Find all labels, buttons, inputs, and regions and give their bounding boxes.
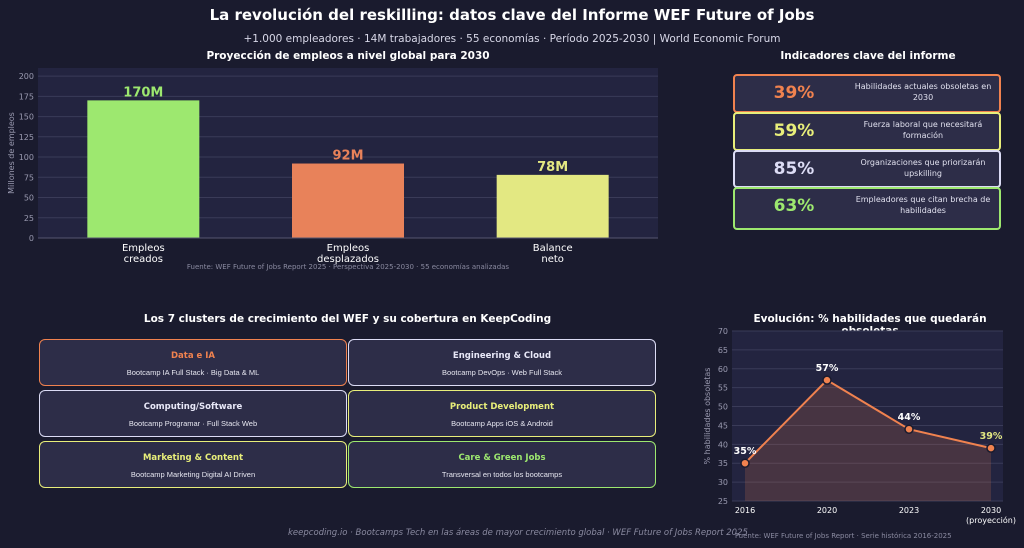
cluster-description: Bootcamp Programar · Full Stack Web bbox=[128, 419, 258, 428]
y-tick-label: 40 bbox=[718, 440, 728, 449]
indicator-card: 59% Fuerza laboral que necesitará formaci… bbox=[733, 112, 1001, 151]
cluster-card: Computing/Software Bootcamp Programar · F… bbox=[39, 390, 347, 437]
data-point bbox=[740, 458, 750, 468]
bar bbox=[496, 174, 609, 238]
cluster-description: Bootcamp IA Full Stack · Big Data & ML bbox=[126, 368, 260, 377]
footer: keepcoding.io · Bootcamps Tech en las ár… bbox=[288, 528, 748, 538]
point-data-label: 39% bbox=[980, 431, 1003, 442]
y-tick-label: 45 bbox=[718, 421, 728, 430]
y-tick-label: 70 bbox=[718, 327, 728, 336]
y-tick-label: 175 bbox=[19, 92, 34, 101]
cluster-description: Transversal en todos los bootcamps bbox=[441, 470, 563, 479]
cluster-description: Bootcamp Marketing Digital AI Driven bbox=[130, 470, 256, 479]
point-data-label: 35% bbox=[734, 446, 757, 457]
cluster-card: Engineering & Cloud Bootcamp DevOps · Web… bbox=[348, 339, 656, 386]
cluster-name: Engineering & Cloud bbox=[452, 351, 552, 361]
cluster-card: Product Development Bootcamp Apps iOS & A… bbox=[348, 390, 656, 437]
bar-data-label: 78M bbox=[537, 160, 568, 175]
cluster-description: Bootcamp Apps iOS & Android bbox=[451, 419, 553, 428]
y-tick-label: 55 bbox=[718, 384, 728, 393]
data-point bbox=[822, 375, 832, 385]
y-tick-label: 75 bbox=[24, 173, 34, 182]
y-axis-label: Millones de empleos bbox=[7, 112, 16, 194]
page-subtitle: +1.000 empleadores · 14M trabajadores · … bbox=[243, 33, 781, 45]
area-fill bbox=[745, 380, 991, 501]
x-tick-label: 2016 bbox=[735, 506, 755, 515]
series-line bbox=[744, 378, 992, 464]
indicator-value: 63% bbox=[773, 196, 815, 216]
y-tick-label: 50 bbox=[24, 194, 34, 203]
indicator-value: 39% bbox=[773, 83, 815, 103]
cluster-name: Data e IA bbox=[170, 351, 215, 361]
indicator-value: 59% bbox=[773, 121, 815, 141]
bar-chart-source: Fuente: WEF Future of Jobs Report 2025 ·… bbox=[186, 263, 510, 271]
x-tick-label: neto bbox=[541, 254, 564, 265]
y-tick-label: 35 bbox=[718, 459, 728, 468]
line-chart-source: Fuente: WEF Future of Jobs Report · Seri… bbox=[735, 532, 952, 540]
cluster-description: Bootcamp DevOps · Web Full Stack bbox=[442, 368, 562, 377]
data-point bbox=[986, 443, 996, 453]
cluster-name: Care & Green Jobs bbox=[458, 453, 546, 463]
x-tick-label: creados bbox=[124, 254, 163, 265]
indicator-card: 39% Habilidades actuales obsoletas en 203… bbox=[733, 74, 1001, 113]
x-tick-label: 2020 bbox=[817, 506, 837, 515]
indicator-label: Organizaciones que priorizarán upskillin… bbox=[860, 158, 986, 178]
y-tick-label: 100 bbox=[19, 153, 34, 162]
indicator-card: 85% Organizaciones que priorizarán upskil… bbox=[733, 150, 1001, 188]
x-tick-label: 2030 bbox=[981, 506, 1001, 515]
cluster-name: Marketing & Content bbox=[142, 453, 244, 463]
point-data-label: 44% bbox=[898, 412, 921, 423]
bar-data-label: 92M bbox=[332, 149, 363, 164]
cluster-card: Care & Green Jobs Transversal en todos lo… bbox=[348, 441, 656, 488]
cluster-card: Marketing & Content Bootcamp Marketing Di… bbox=[39, 441, 347, 488]
line-chart: 25 30 35 40 45 50 55 60 65 70 % habilidades obsole… bbox=[703, 327, 1016, 525]
bar bbox=[292, 163, 404, 238]
y-tick-label: 25 bbox=[24, 214, 34, 223]
bar-chart-title: Proyección de empleos a nivel global par… bbox=[206, 50, 490, 62]
cluster-card: Data e IA Bootcamp IA Full Stack · Big Da… bbox=[39, 339, 347, 386]
indicator-card: 63% Empleadores que citan brecha de habil… bbox=[733, 187, 1001, 230]
bar-chart: 0 25 50 75 100 125 150 175 200 Millones de empleo… bbox=[7, 68, 658, 265]
data-point bbox=[904, 424, 914, 434]
y-tick-label: 150 bbox=[19, 113, 34, 122]
y-tick-label: 125 bbox=[19, 133, 34, 142]
indicator-value: 85% bbox=[773, 159, 815, 179]
bar-data-label: 170M bbox=[123, 85, 163, 100]
indicator-label: Empleadores que citan brecha de habilida… bbox=[855, 195, 991, 215]
indicator-label: Fuerza laboral que necesitará formación bbox=[863, 120, 983, 140]
x-tick-label: desplazados bbox=[317, 254, 379, 265]
y-tick-label: 0 bbox=[29, 234, 34, 243]
x-tick-label: Empleos bbox=[327, 243, 370, 254]
indicators-title: Indicadores clave del informe bbox=[780, 50, 956, 62]
x-tick-label: Empleos bbox=[122, 243, 165, 254]
clusters-title: Los 7 clusters de crecimiento del WEF y … bbox=[143, 313, 552, 325]
cluster-name: Product Development bbox=[449, 402, 555, 412]
bar bbox=[87, 100, 200, 238]
plot-area bbox=[732, 331, 1003, 501]
x-tick-label: (proyección) bbox=[966, 515, 1016, 525]
y-tick-label: 200 bbox=[19, 72, 34, 81]
y-tick-label: 25 bbox=[718, 497, 728, 506]
page-title: La revolución del reskilling: datos clav… bbox=[209, 6, 815, 24]
y-tick-label: 50 bbox=[718, 403, 728, 412]
y-tick-label: 60 bbox=[718, 365, 728, 374]
y-tick-label: 65 bbox=[718, 346, 728, 355]
point-data-label: 57% bbox=[816, 363, 839, 374]
y-axis-label: % habilidades obsoletas bbox=[703, 368, 712, 465]
x-tick-label: Balance bbox=[533, 243, 573, 254]
cluster-name: Computing/Software bbox=[143, 402, 243, 412]
y-tick-label: 30 bbox=[718, 478, 728, 487]
x-tick-label: 2023 bbox=[899, 506, 919, 515]
indicator-label: Habilidades actuales obsoletas en 2030 bbox=[854, 82, 992, 102]
